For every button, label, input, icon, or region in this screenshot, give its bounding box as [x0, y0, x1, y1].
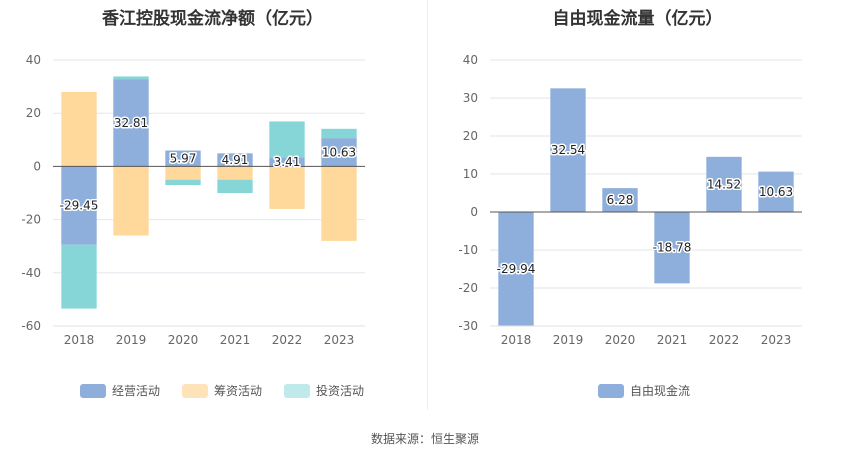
bar: [113, 79, 149, 167]
bar: [217, 179, 253, 193]
bar: [217, 166, 253, 180]
legend-swatch-fcf: [598, 383, 624, 398]
bar: [321, 138, 357, 167]
legend-label-investing: 投资活动: [316, 384, 365, 398]
y-tick-label: -40: [21, 266, 41, 280]
y-tick-label: 20: [463, 129, 478, 143]
right-legend: 自由现金流: [598, 382, 712, 399]
right-chart-title: 自由现金流量（亿元）: [552, 9, 723, 29]
data-label: 10.63: [322, 145, 356, 159]
legend-item-operating[interactable]: 经营活动: [80, 382, 160, 399]
bar: [165, 150, 201, 167]
bar: [217, 153, 253, 167]
bar: [165, 166, 201, 180]
x-tick-label: 2023: [324, 333, 355, 347]
y-tick-label: -20: [458, 281, 478, 295]
legend-label-fcf: 自由现金流: [630, 384, 691, 398]
y-tick-label: 20: [26, 106, 41, 120]
data-source: 数据来源：恒生聚源: [370, 432, 479, 446]
legend-label-operating: 经营活动: [112, 384, 161, 398]
y-tick-label: 40: [463, 53, 478, 67]
charts-canvas: -60 -40 -20 0 20 40 2018 2019 2020 2021 2022 2023 -2…: [21, 53, 802, 347]
legend-swatch-investing: [284, 383, 311, 398]
data-label: -29.94: [497, 262, 536, 276]
data-label: 6.28: [607, 193, 634, 207]
x-tick-label: 2022: [272, 333, 303, 347]
bar: [61, 166, 97, 245]
x-tick-label: 2022: [709, 333, 740, 347]
x-tick-label: 2020: [168, 333, 199, 347]
legend-swatch-financing: [182, 383, 209, 398]
bar: [269, 121, 305, 158]
x-tick-label: 2021: [657, 333, 688, 347]
legend-label-financing: 筹资活动: [214, 384, 263, 398]
x-tick-label: 2021: [220, 333, 251, 347]
bar: [654, 212, 690, 284]
data-label: 32.54: [551, 143, 585, 157]
x-tick-label: 2020: [605, 333, 636, 347]
x-tick-label: 2018: [64, 333, 95, 347]
bar: [165, 179, 201, 186]
data-label: -29.45: [60, 199, 99, 213]
bar: [550, 88, 586, 212]
data-label: -18.78: [653, 241, 692, 255]
legend-item-financing[interactable]: 筹资活动: [182, 382, 262, 399]
bar: [758, 171, 794, 212]
bar: [602, 188, 638, 212]
y-tick-label: 0: [470, 205, 478, 219]
bar: [113, 166, 149, 236]
data-label: 5.97: [170, 151, 197, 165]
data-label: 3.41: [274, 155, 301, 169]
y-tick-label: 30: [463, 91, 478, 105]
data-label: 14.52: [707, 177, 741, 191]
data-label: 10.63: [759, 185, 793, 199]
bar: [61, 91, 97, 167]
bar: [113, 76, 149, 80]
bar: [321, 128, 357, 139]
legend-item-fcf[interactable]: 自由现金流: [598, 382, 690, 399]
bar: [498, 212, 534, 326]
x-tick-label: 2019: [553, 333, 584, 347]
left-legend: 经营活动 筹资活动 投资活动: [80, 382, 386, 399]
left-chart-title: 香江控股现金流净额（亿元）: [102, 9, 323, 29]
legend-item-investing[interactable]: 投资活动: [284, 382, 364, 399]
y-tick-label: -30: [458, 319, 478, 333]
x-tick-label: 2018: [501, 333, 532, 347]
bar: [269, 157, 305, 167]
bar: [706, 156, 742, 212]
bar: [321, 166, 357, 241]
data-label: 32.81: [114, 116, 148, 130]
y-tick-label: 40: [26, 53, 41, 67]
bar: [61, 244, 97, 309]
legend-swatch-operating: [80, 383, 106, 398]
data-label: 4.91: [222, 153, 249, 167]
y-tick-label: 0: [33, 159, 41, 173]
bar: [269, 166, 305, 209]
y-tick-label: -10: [458, 243, 478, 257]
panel-divider: [427, 0, 428, 410]
x-tick-label: 2023: [761, 333, 792, 347]
x-tick-label: 2019: [116, 333, 147, 347]
y-tick-label: -20: [21, 213, 41, 227]
y-tick-label: -60: [21, 319, 41, 333]
y-tick-label: 10: [463, 167, 478, 181]
